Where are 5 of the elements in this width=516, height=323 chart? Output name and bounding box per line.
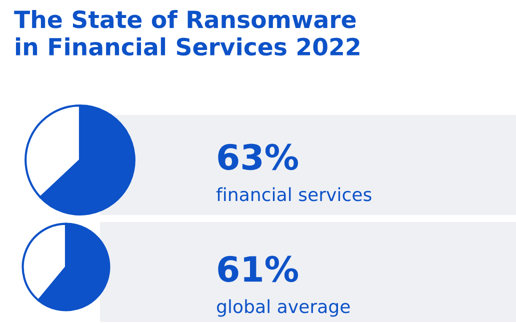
chart-title: The State of Ransomware in Financial Services 2022 (14, 10, 360, 56)
data-label: 61% (218, 256, 298, 282)
text: global average (216, 299, 350, 317)
text: financial services (216, 187, 372, 202)
data-label: 63% (218, 144, 298, 170)
